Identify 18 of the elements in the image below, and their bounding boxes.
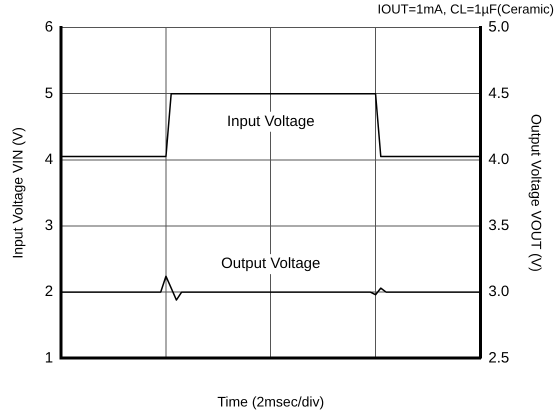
y2-axis-title: Output Voltage VOUT (V) <box>528 114 545 272</box>
y2-tick-label: 4.0 <box>488 150 510 168</box>
y-tick-label: 3 <box>44 217 54 234</box>
y-tick-label: 4 <box>44 150 54 168</box>
y-tick-label: 2 <box>44 283 54 300</box>
y2-tick-label: 5.0 <box>488 18 510 36</box>
y-tick-label: 6 <box>44 18 54 36</box>
x-axis-title: Time (2msec/div) <box>217 393 324 410</box>
y2-tick-label: 2.5 <box>488 349 510 366</box>
chart-title: IOUT=1mA, CL=1µF(Ceramic) <box>377 1 554 16</box>
y2-tick-label: 3.5 <box>488 217 510 234</box>
y-tick-label: 1 <box>44 349 54 366</box>
y-tick-label: 5 <box>44 84 54 102</box>
series-label: Output Voltage <box>221 255 320 272</box>
y-axis-title: Input Voltage VIN (V) <box>9 127 26 259</box>
y2-tick-label: 4.5 <box>488 84 510 102</box>
series-label: Input Voltage <box>226 112 315 130</box>
y2-tick-label: 3.0 <box>488 283 510 300</box>
